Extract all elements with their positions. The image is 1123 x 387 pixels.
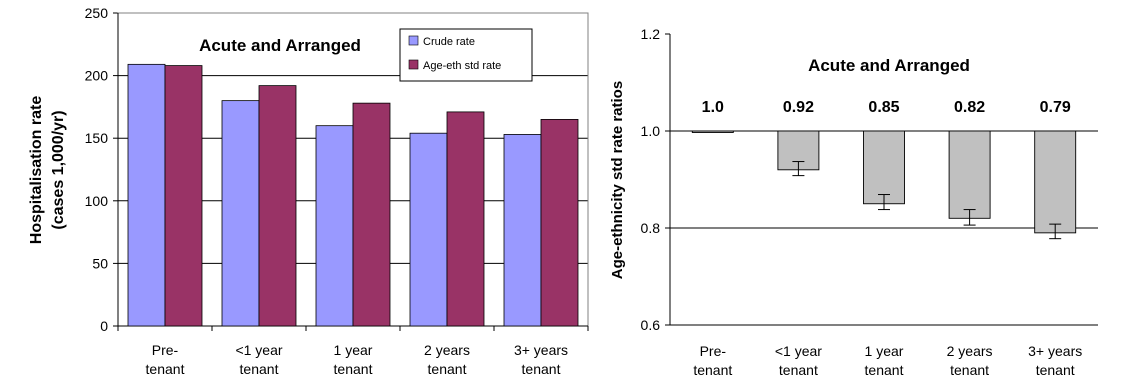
ratio-bar: [948, 130, 991, 219]
x-tick-label: tenant: [240, 361, 279, 377]
y-axis-title-line: (cases 1,000/yr): [50, 110, 67, 229]
data-label: 0.79: [1040, 99, 1071, 116]
x-tick-label: tenant: [950, 362, 989, 378]
x-tick-label: Pre-: [152, 342, 179, 358]
x-tick-label: <1 year: [235, 342, 282, 358]
x-tick-label: Pre-: [700, 343, 727, 359]
right-chart: 0.6 0.8 1.0 1.2 1.0 Pre-tenant 0.92 <1 year tena…: [609, 26, 1098, 378]
y-tick-label: 200: [85, 68, 109, 84]
chart-title: Acute and Arranged: [808, 56, 970, 75]
y-tick-label: 100: [85, 193, 109, 209]
bar-crude-rate: [221, 100, 260, 327]
y-tick-label: 50: [92, 255, 108, 271]
chart-title: Acute and Arranged: [199, 36, 361, 55]
legend: Crude rate Age-eth std rate: [399, 28, 533, 82]
bar-age-eth-std-rate: [164, 65, 203, 327]
x-tick-label: 1 year: [334, 342, 373, 358]
x-tick-label: 2 years: [424, 342, 470, 358]
bar-age-eth-std-rate: [540, 119, 579, 327]
x-tick-label: 1 year: [865, 343, 904, 359]
data-label: 0.82: [954, 99, 985, 116]
y-tick-label: 0.8: [641, 220, 661, 236]
x-tick-label: <1 year: [775, 343, 822, 359]
x-tick-label: tenant: [334, 361, 373, 377]
y-tick-label: 1.0: [641, 123, 661, 139]
data-label: 0.92: [783, 99, 814, 116]
x-tick-label: tenant: [146, 361, 185, 377]
y-tick-label: 0: [100, 318, 108, 334]
y-tick-label: 0.6: [641, 317, 661, 333]
legend-swatch: [408, 59, 419, 70]
legend-label: Crude rate: [423, 36, 475, 48]
y-tick-label: 1.2: [641, 26, 661, 42]
bar-crude-rate: [409, 132, 448, 327]
y-axis-title-line: Hospitalisation rate: [28, 96, 45, 245]
x-tick-label: 2 years: [947, 343, 993, 359]
ratio-bar: [691, 130, 734, 133]
y-tick-label: 150: [85, 130, 109, 146]
ratio-bar: [863, 130, 905, 205]
bar-age-eth-std-rate: [446, 111, 485, 327]
bar-crude-rate: [315, 125, 354, 327]
x-tick-label: tenant: [693, 362, 732, 378]
x-tick-label: 3+ years: [514, 342, 568, 358]
bar-crude-rate: [503, 134, 542, 327]
x-tick-label: 3+ years: [1028, 343, 1082, 359]
bar-crude-rate: [127, 63, 166, 327]
x-tick-label: tenant: [865, 362, 904, 378]
x-tick-label: tenant: [779, 362, 818, 378]
data-label: 1.0: [702, 99, 724, 116]
legend-label: Age-eth std rate: [423, 60, 501, 72]
bar-age-eth-std-rate: [258, 85, 297, 327]
x-tick-label: tenant: [1036, 362, 1075, 378]
y-tick-label: 250: [85, 5, 109, 21]
y-axis-title: Age-ethnicity std rate ratios: [609, 81, 626, 279]
ratio-bar: [1034, 130, 1077, 234]
legend-box: [399, 28, 533, 82]
y-axis-title: Hospitalisation rate (cases 1,000/yr): [28, 96, 67, 245]
x-tick-label: tenant: [428, 361, 467, 377]
data-label: 0.85: [868, 99, 899, 116]
bar-age-eth-std-rate: [352, 102, 391, 327]
left-chart: 0 50 100 150 200 250 Pre-tenant <1 year tenant 1 …: [28, 5, 589, 377]
x-tick-label: tenant: [522, 361, 561, 377]
legend-swatch: [408, 35, 419, 46]
